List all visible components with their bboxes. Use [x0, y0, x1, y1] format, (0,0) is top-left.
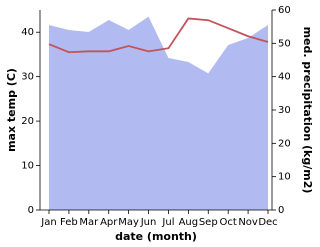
x-tick-label: Apr — [100, 217, 118, 228]
x-tick-label: Jul — [161, 217, 174, 228]
y-tick-label: 20 — [21, 116, 34, 127]
x-tick-label: Dec — [258, 217, 277, 228]
x-axis-label: date (month) — [115, 230, 197, 243]
y2-tick-label: 30 — [278, 105, 291, 116]
x-tick-label: Mar — [79, 217, 99, 228]
x-tick-label: Jun — [140, 217, 157, 228]
y2-tick-label: 0 — [278, 205, 284, 216]
y-tick-label: 10 — [21, 161, 34, 172]
x-tick-label: Feb — [60, 217, 78, 228]
y2-tick-label: 60 — [278, 5, 291, 16]
y2-tick-label: 40 — [278, 72, 291, 83]
y2-tick-label: 10 — [278, 172, 291, 183]
x-tick-label: Nov — [238, 217, 258, 228]
y-tick-label: 30 — [21, 72, 34, 83]
y-tick-label: 0 — [28, 205, 34, 216]
y-axis-label: max temp (C) — [5, 68, 18, 152]
x-tick-label: Sep — [199, 217, 218, 228]
x-tick-label: Aug — [179, 217, 199, 228]
precipitation-area — [49, 16, 268, 210]
x-tick-label: May — [118, 217, 139, 228]
y2-tick-label: 50 — [278, 38, 291, 49]
y-tick-label: 40 — [21, 27, 34, 38]
x-tick-label: Oct — [220, 217, 237, 228]
x-tick-label: Jan — [40, 217, 56, 228]
temp-line — [48, 17, 269, 54]
y2-tick-label: 20 — [278, 138, 291, 149]
y2-axis-label: med. precipitation (kg/m2) — [301, 27, 314, 194]
